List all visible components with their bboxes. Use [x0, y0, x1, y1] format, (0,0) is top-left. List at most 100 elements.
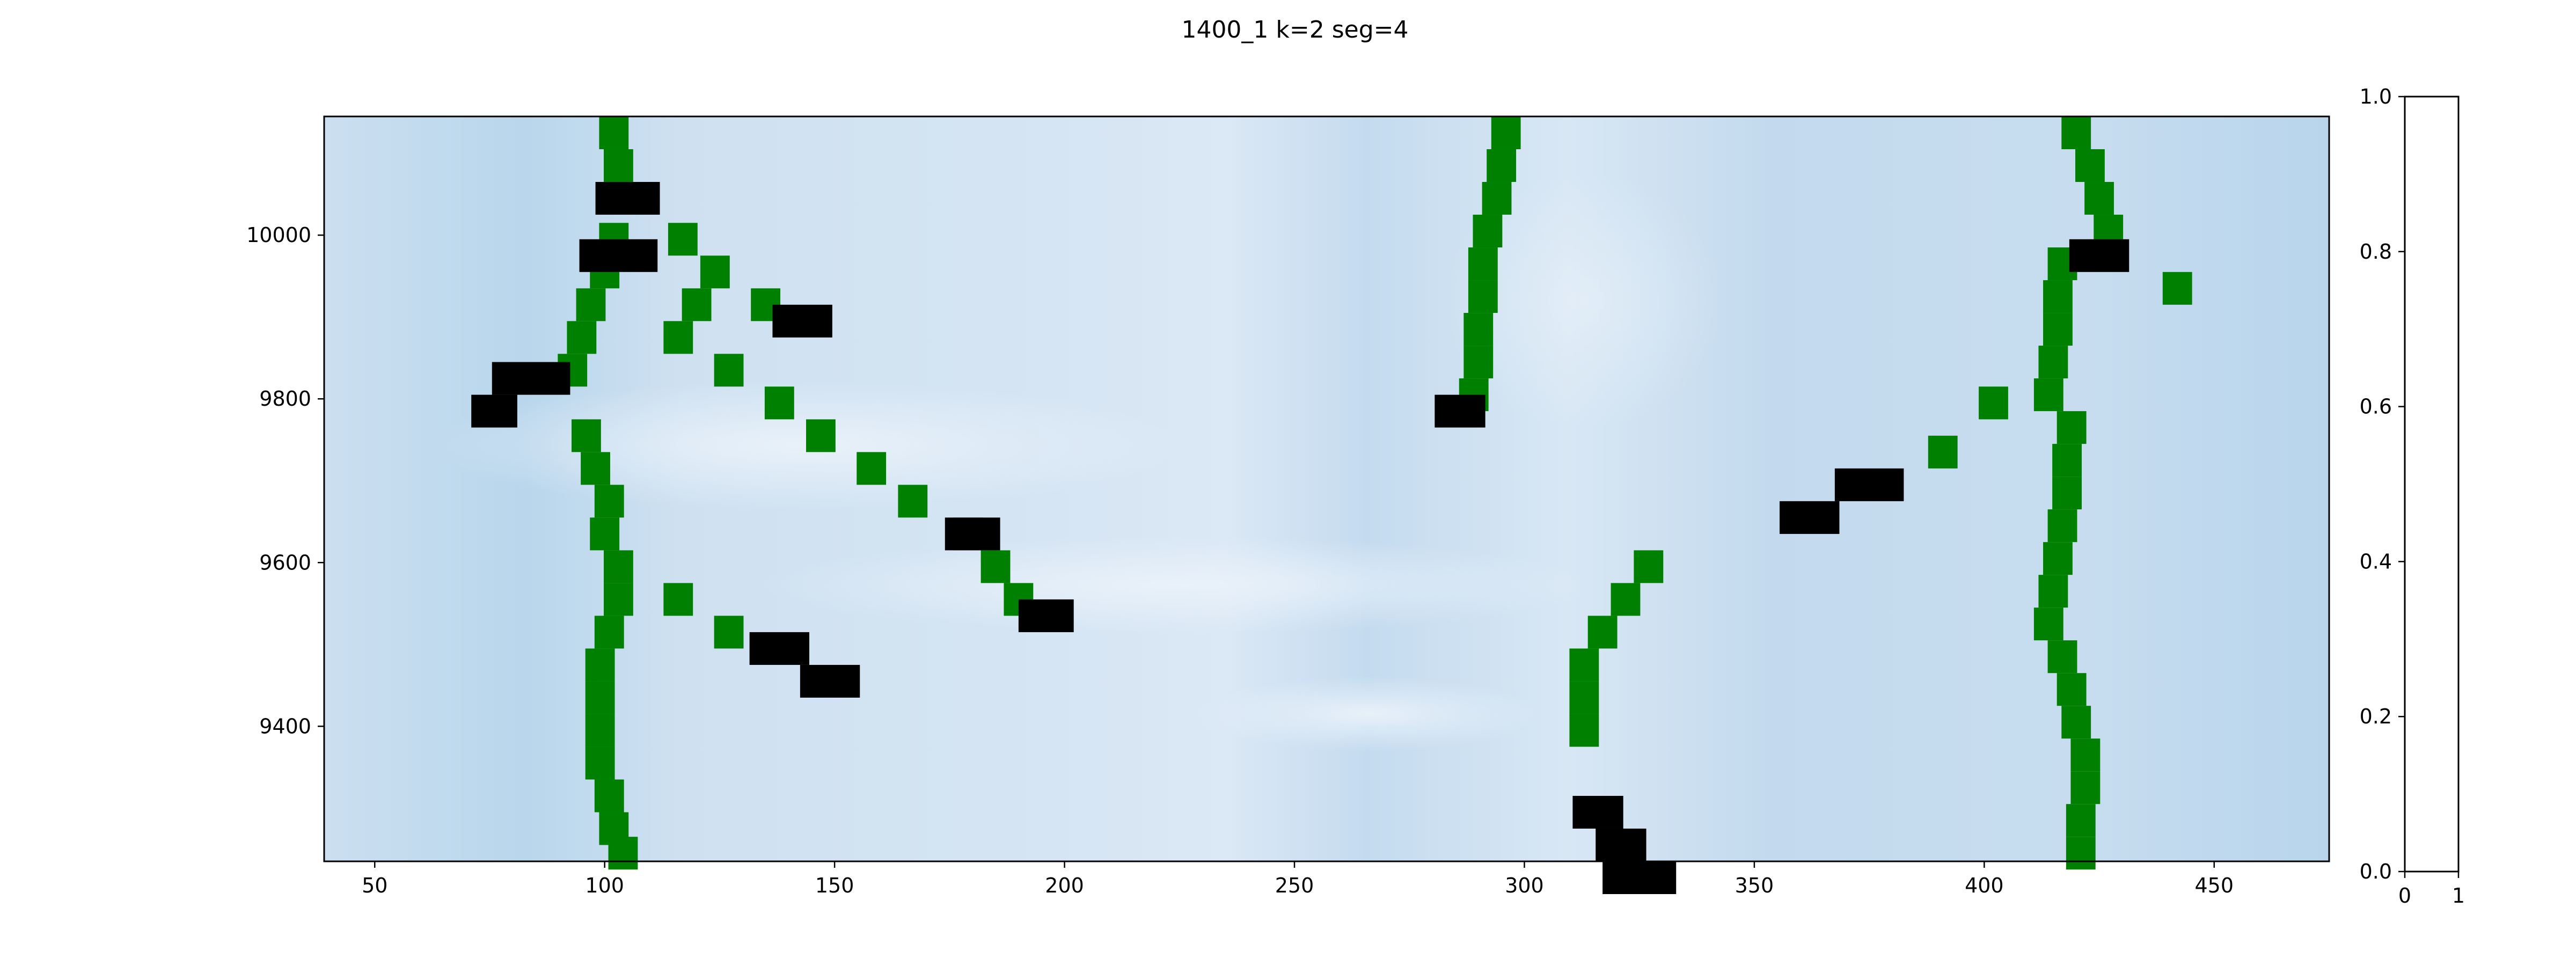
black-cell — [1572, 795, 1623, 829]
green-cell — [714, 616, 744, 649]
green-cell — [594, 779, 624, 813]
green-cell — [1634, 550, 1664, 583]
x-tick-label: 400 — [1965, 874, 2004, 897]
green-cell — [857, 452, 887, 485]
black-cell — [1602, 861, 1677, 895]
green-cell — [980, 550, 1011, 583]
green-cell — [2033, 378, 2063, 412]
black-cell — [945, 517, 1000, 551]
black-cell — [2069, 239, 2129, 272]
y-axis: 9400 9600 9800 10000 — [246, 223, 324, 738]
green-cell — [2047, 640, 2077, 674]
heatmap-highlight — [1444, 172, 1723, 429]
cells-layer — [471, 116, 2192, 895]
green-cell — [2052, 444, 2082, 477]
black-cell — [1596, 828, 1646, 861]
x-tick-label: 100 — [585, 874, 624, 897]
green-cell — [603, 583, 633, 616]
green-cell — [603, 550, 633, 583]
green-cell — [1468, 247, 1498, 281]
colorbar-frame — [2404, 96, 2460, 873]
x-tick-label: 50 — [362, 874, 387, 897]
green-cell — [585, 747, 615, 780]
green-cell — [1473, 215, 1503, 248]
green-cell — [567, 321, 597, 354]
green-cell — [2084, 182, 2114, 215]
green-cell — [764, 386, 794, 420]
green-cell — [603, 149, 633, 182]
green-cell — [594, 616, 624, 649]
x-tick-label: 150 — [815, 874, 854, 897]
black-cell — [772, 304, 832, 338]
green-cell — [2038, 346, 2068, 379]
y-tick-label: 9600 — [259, 551, 311, 574]
colorbar-y-tick-label: 0.4 — [2360, 550, 2392, 573]
green-cell — [572, 419, 601, 452]
colorbar-x-tick-label: 0 — [2398, 884, 2411, 908]
green-cell — [2061, 706, 2091, 739]
heatmap-highlight — [429, 381, 1181, 510]
green-cell — [1463, 313, 1494, 346]
black-cell — [800, 664, 860, 698]
green-cell — [1979, 386, 2008, 420]
black-cell — [492, 362, 570, 395]
colorbar-y-tick-label: 0.8 — [2360, 240, 2392, 264]
green-cell — [1569, 714, 1599, 747]
x-tick-label: 450 — [2195, 874, 2234, 897]
green-cell — [700, 255, 730, 289]
colorbar-y-axis: 0.0 0.2 0.4 0.6 0.8 1.0 — [2360, 85, 2405, 883]
green-cell — [2066, 804, 2096, 837]
green-cell — [2033, 608, 2063, 641]
green-cell — [2070, 771, 2101, 804]
x-tick-label: 300 — [1505, 874, 1544, 897]
green-cell — [898, 485, 928, 518]
green-cell — [682, 288, 712, 321]
green-cell — [2047, 509, 2077, 543]
black-cell — [1018, 599, 1074, 632]
black-cell — [1780, 501, 1840, 534]
green-cell — [2043, 313, 2073, 346]
green-cell — [1491, 116, 1521, 150]
green-cell — [2061, 116, 2091, 150]
green-cell — [668, 223, 698, 256]
green-cell — [2057, 411, 2087, 444]
y-tick-label: 10000 — [246, 223, 311, 247]
green-cell — [2038, 575, 2068, 608]
chart-title: 1400_1 k=2 seg=4 — [1181, 16, 1408, 43]
heatmap-highlight — [1197, 676, 1540, 751]
y-tick-label: 9800 — [259, 387, 311, 411]
black-cell — [749, 632, 810, 665]
green-cell — [2066, 837, 2096, 870]
main-plot: 50 100 150 200 250 300 350 400 450 9400 9600 9800 1… — [246, 115, 2330, 897]
green-cell — [2057, 673, 2087, 706]
green-cell — [2070, 738, 2101, 772]
x-tick-label: 250 — [1275, 874, 1314, 897]
green-cell — [585, 714, 615, 747]
black-cell — [595, 182, 660, 215]
green-cell — [663, 583, 693, 616]
green-cell — [590, 517, 620, 551]
black-cell — [579, 239, 658, 272]
colorbar-y-tick-label: 0.6 — [2360, 395, 2392, 419]
green-cell — [1587, 616, 1618, 649]
green-cell — [594, 485, 624, 518]
green-cell — [2075, 149, 2105, 182]
x-axis: 50 100 150 200 250 300 350 400 450 — [362, 861, 2234, 897]
colorbar-y-tick-label: 0.0 — [2360, 860, 2392, 883]
green-cell — [2162, 272, 2192, 305]
green-cell — [608, 837, 638, 870]
green-cell — [806, 419, 836, 452]
green-cell — [2052, 477, 2082, 510]
green-cell — [1468, 280, 1498, 313]
green-cell — [663, 321, 693, 354]
green-cell — [585, 681, 615, 714]
green-cell — [1482, 182, 1512, 215]
x-tick-label: 350 — [1735, 874, 1774, 897]
black-cell — [471, 394, 517, 428]
green-cell — [1928, 435, 1958, 469]
green-cell — [585, 648, 615, 682]
colorbar-y-tick-label: 0.2 — [2360, 705, 2392, 728]
